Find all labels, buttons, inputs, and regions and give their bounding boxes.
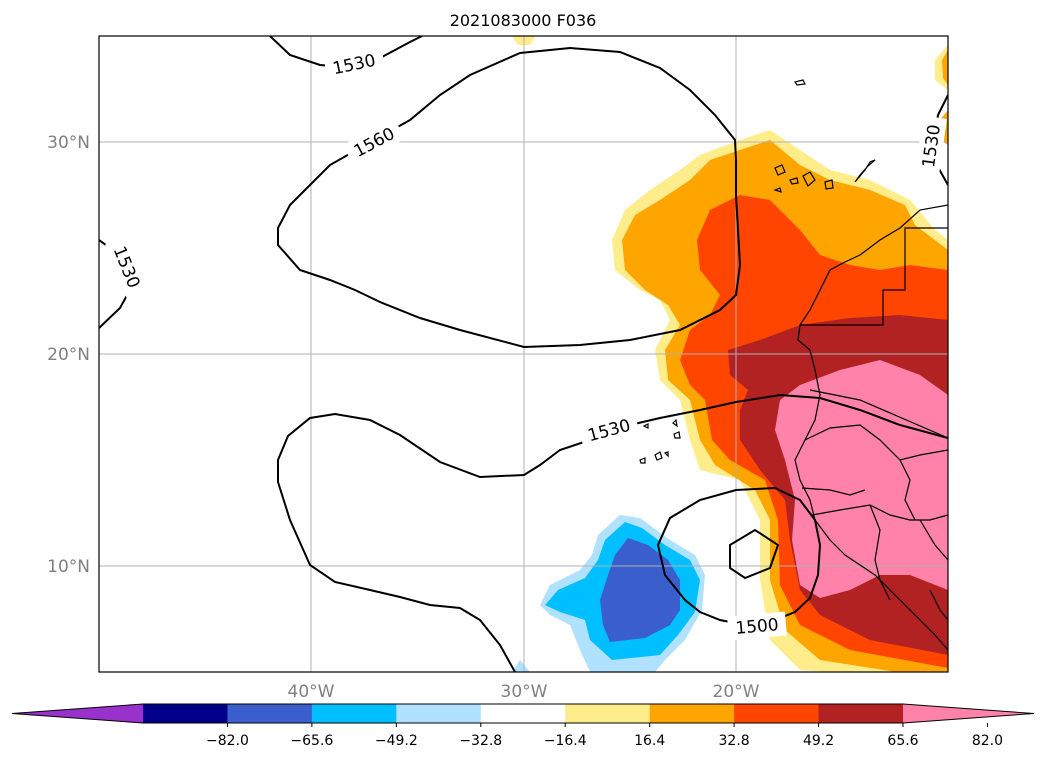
contour-label-group: 1530 1560 1530 1530 1530 1500 xyxy=(105,51,947,641)
colorbar-tick-label: 82.0 xyxy=(972,733,1003,749)
lon-label-30w: 30°W xyxy=(501,682,548,702)
colorbar-band xyxy=(565,704,651,723)
madeira-island xyxy=(794,79,806,86)
colorbar-tick-label: 65.6 xyxy=(887,733,918,749)
contour-label-bg-4 xyxy=(577,410,641,450)
canary-islands xyxy=(773,164,834,193)
lat-label-10n: 10°N xyxy=(47,557,90,577)
colorbar-tick-label: −49.2 xyxy=(375,733,418,749)
inland-border-2 xyxy=(869,504,891,601)
contour-label-bg-2 xyxy=(342,117,406,167)
colorbar-band xyxy=(227,704,313,723)
longitude-labels: 40°W 30°W 20°W xyxy=(288,682,760,702)
colorbar-band xyxy=(649,704,735,723)
gambia-border xyxy=(801,487,866,496)
contour-1500-inner xyxy=(729,528,780,580)
contour-label-bg-6 xyxy=(727,611,787,641)
contour-label-bg-3 xyxy=(105,235,149,299)
colorbar-tick-label: −32.8 xyxy=(459,733,502,749)
northwest-coast xyxy=(854,159,876,183)
senegal-border xyxy=(804,424,948,461)
contour-label-bg-1 xyxy=(325,52,383,76)
colorbar-band xyxy=(480,704,566,723)
contour-label-1500: 1500 xyxy=(735,615,780,639)
plot-frame xyxy=(98,35,949,673)
lon-label-20w: 20°W xyxy=(713,682,760,702)
contour-label-bg-5 xyxy=(915,115,947,177)
colorbar-tick-label: −82.0 xyxy=(206,733,249,749)
colorbar-tick-label: 49.2 xyxy=(803,733,834,749)
fill-negative-49 xyxy=(600,538,680,642)
coastlines xyxy=(621,79,948,651)
fill-positive-32-top xyxy=(942,50,948,85)
latitude-labels: 30°N 20°N 10°N xyxy=(47,133,90,577)
map-plot-area: 1530 1560 1530 1530 1530 1500 xyxy=(98,35,949,673)
colorbar-extend-low xyxy=(12,704,143,723)
inland-border-1 xyxy=(899,459,916,521)
lat-label-20n: 20°N xyxy=(47,345,90,365)
colorbar: −82.0 −65.6 −49.2 −32.8 −16.4 16.4 32.8 49.2 65.… xyxy=(11,703,1035,749)
colorbar-tick-label: −16.4 xyxy=(544,733,587,749)
colorbar-extend-high xyxy=(903,704,1034,723)
contour-1560 xyxy=(277,46,742,349)
lat-label-30n: 30°N xyxy=(47,133,90,153)
contour-1530-south xyxy=(277,393,948,672)
western-sahara-border xyxy=(800,227,948,326)
inland-border-4 xyxy=(929,589,948,621)
colorbar-band xyxy=(396,704,482,723)
colorbar-band xyxy=(818,704,904,723)
colorbar-band xyxy=(143,704,228,723)
colorbar-band xyxy=(311,704,397,723)
guinea-border xyxy=(811,504,948,521)
inland-border-3 xyxy=(919,519,948,561)
mauritania-border xyxy=(809,389,948,439)
colorbar-band xyxy=(734,704,820,723)
lon-label-40w: 40°W xyxy=(288,682,335,702)
colorbar-tick-label: 16.4 xyxy=(634,733,665,749)
colorbar-outline xyxy=(11,703,1035,724)
map-title: 2021083000 F036 xyxy=(450,11,597,30)
colorbar-tick-label: −65.6 xyxy=(290,733,333,749)
colorbar-tick-label: 32.8 xyxy=(719,733,750,749)
